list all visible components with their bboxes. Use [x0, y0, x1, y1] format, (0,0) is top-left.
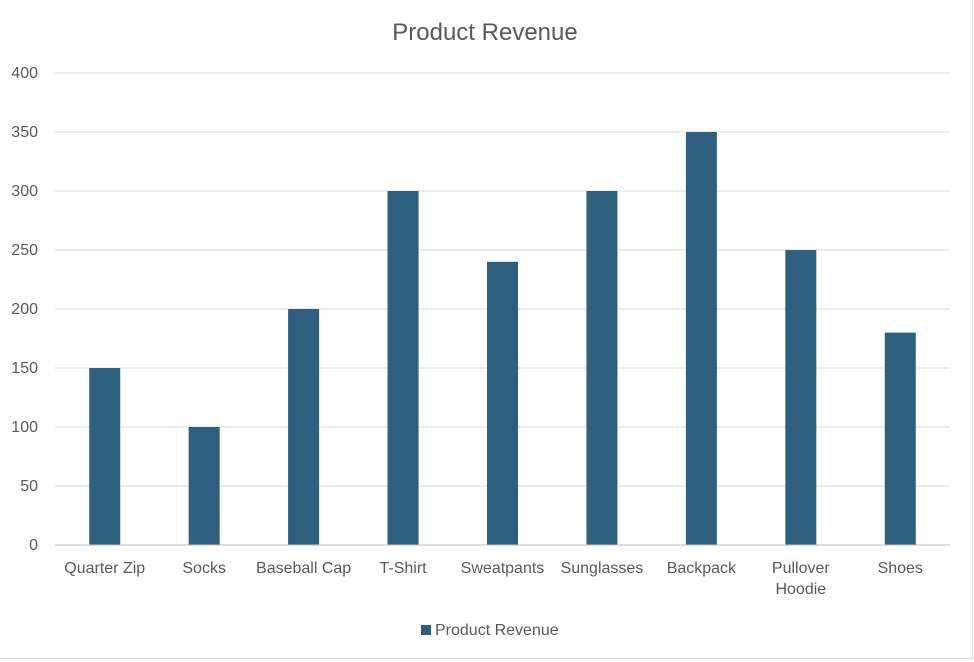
x-tick-label: Shoes: [878, 560, 923, 577]
y-axis-ticks: 0 50 100 150 200 250 300 350 400: [11, 65, 38, 554]
y-tick-label: 50: [20, 478, 38, 495]
y-tick-label: 350: [11, 124, 38, 141]
bar-baseball-cap: [288, 309, 320, 545]
y-tick-label: 0: [29, 537, 38, 554]
x-tick-label: Sunglasses: [561, 560, 644, 577]
legend-label: Product Revenue: [435, 622, 559, 639]
bar-quarter-zip: [89, 368, 121, 545]
y-tick-label: 200: [11, 301, 38, 318]
legend-swatch: [421, 625, 431, 635]
y-tick-label: 150: [11, 360, 38, 377]
x-tick-label: T-Shirt: [379, 560, 427, 577]
chart-title: Product Revenue: [392, 19, 577, 46]
x-tick-label: Baseball Cap: [256, 560, 351, 577]
legend: Product Revenue: [421, 622, 559, 639]
bar-t-shirt: [387, 191, 419, 545]
x-tick-label: Sweatpants: [461, 560, 545, 577]
bar-backpack: [685, 132, 717, 545]
x-tick-label: Pullover Hoodie: [772, 560, 830, 598]
bar-pullover-hoodie: [785, 250, 817, 545]
x-tick-label: Socks: [182, 560, 226, 577]
y-tick-label: 400: [11, 65, 38, 82]
x-tick-label: Backpack: [667, 560, 737, 577]
y-tick-label: 100: [11, 419, 38, 436]
bar-socks: [188, 427, 220, 545]
x-axis-ticks: Quarter Zip Socks Baseball Cap T-Shirt Sweat…: [64, 560, 923, 598]
y-tick-label: 250: [11, 242, 38, 259]
y-tick-label: 300: [11, 183, 38, 200]
bars: [89, 132, 916, 545]
bar-shoes: [884, 332, 916, 545]
bar-sunglasses: [586, 191, 618, 545]
bar-sweatpants: [487, 261, 518, 545]
x-tick-label: Quarter Zip: [64, 560, 145, 577]
